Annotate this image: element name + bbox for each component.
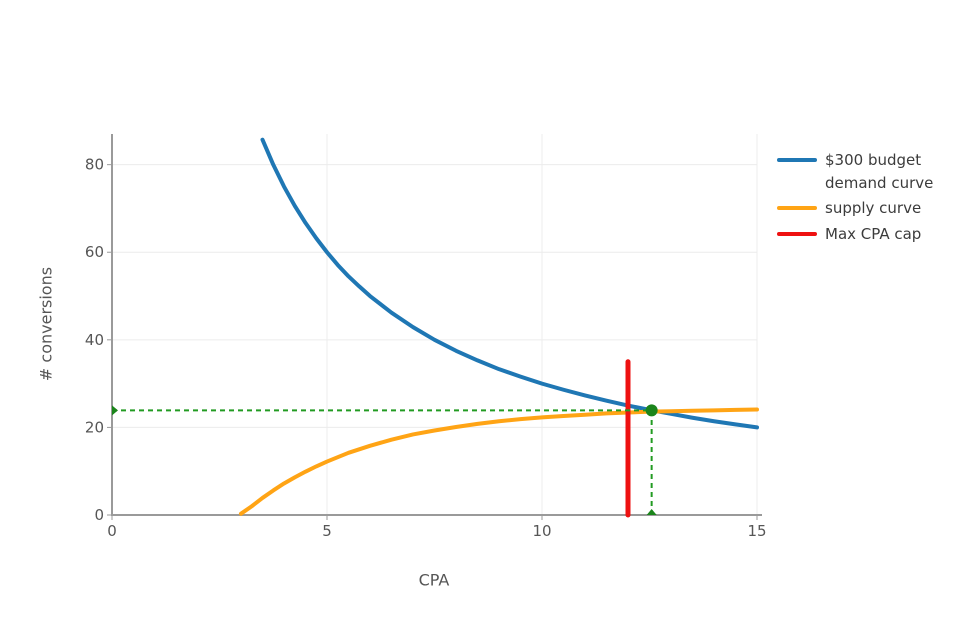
- y-axis-equilibrium-marker: [112, 405, 118, 416]
- y-tick-label: 80: [85, 156, 104, 174]
- x-axis-title: CPA: [418, 570, 450, 590]
- legend-item-demand-curve[interactable]: $300 budget demand curve: [777, 149, 933, 194]
- y-tick-label: 20: [85, 418, 104, 436]
- supply-curve-swatch: [777, 206, 817, 210]
- x-tick-label: 5: [322, 522, 332, 540]
- x-tick-label: 0: [107, 522, 117, 540]
- legend-label: Max CPA cap: [825, 224, 922, 243]
- legend-label: supply curve: [825, 199, 922, 217]
- y-tick-label: 40: [85, 331, 104, 349]
- y-axis-title: # conversions: [36, 266, 56, 382]
- equilibrium-point-marker: [645, 404, 658, 417]
- legend: $300 budget demand curve supply curve Ma…: [777, 149, 933, 245]
- max-cpa-cap-swatch: [777, 231, 817, 236]
- demand-curve-swatch: [777, 158, 817, 162]
- demand-curve-line: [260, 137, 759, 430]
- y-tick-label: 0: [94, 506, 104, 524]
- legend-label: $300 budget demand curve: [825, 151, 934, 192]
- x-tick-label: 15: [747, 522, 766, 540]
- x-tick-label: 10: [532, 522, 551, 540]
- x-axis-equilibrium-marker: [646, 509, 657, 515]
- legend-item-supply-curve[interactable]: supply curve: [777, 197, 933, 220]
- y-tick-label: 60: [85, 243, 104, 261]
- supply-curve-line: [239, 407, 759, 516]
- legend-item-max-cpa-cap[interactable]: Max CPA cap: [777, 223, 933, 246]
